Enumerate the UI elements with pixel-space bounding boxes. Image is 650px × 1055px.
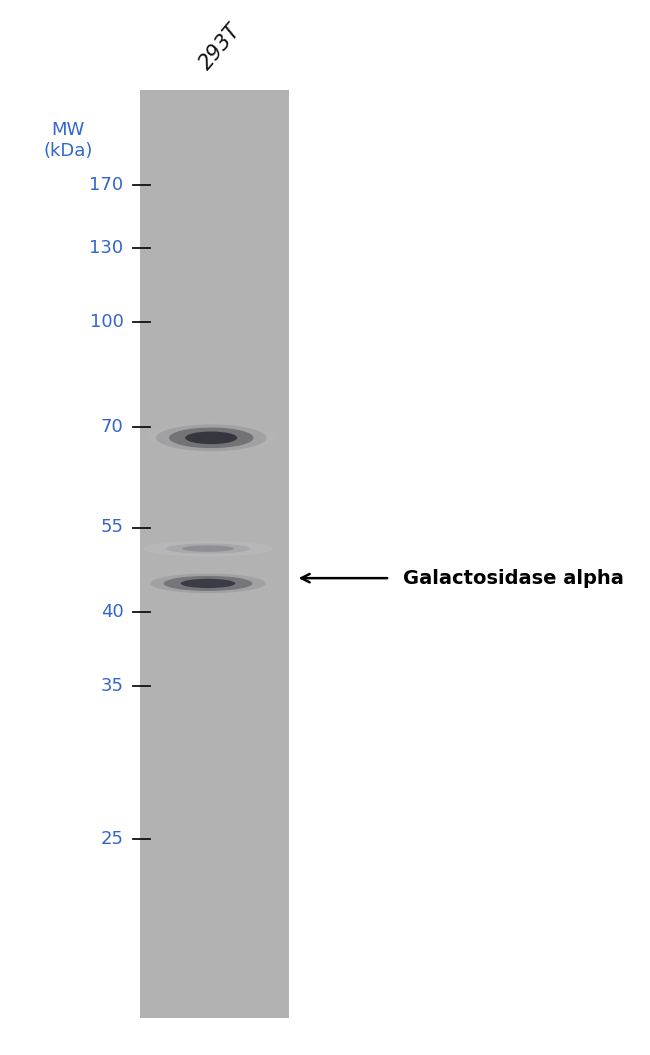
Ellipse shape [181,579,235,588]
Ellipse shape [185,431,237,444]
Ellipse shape [146,422,276,454]
Text: 130: 130 [90,238,124,257]
Text: 25: 25 [101,829,124,848]
Text: MW
(kDa): MW (kDa) [44,121,93,160]
Text: 293T: 293T [196,21,245,74]
Text: 55: 55 [101,518,124,537]
Ellipse shape [182,545,234,552]
Ellipse shape [150,574,266,593]
Ellipse shape [140,572,276,595]
Text: 35: 35 [101,676,124,695]
Ellipse shape [164,576,252,591]
Text: 100: 100 [90,312,124,331]
Ellipse shape [169,427,254,448]
Ellipse shape [166,543,250,554]
Ellipse shape [153,542,263,555]
Text: Galactosidase alpha: Galactosidase alpha [403,569,624,588]
Text: 170: 170 [90,175,124,194]
Bar [140,90,289,1018]
Text: 40: 40 [101,602,124,621]
Text: 70: 70 [101,418,124,437]
Ellipse shape [156,424,266,452]
Ellipse shape [143,540,273,557]
